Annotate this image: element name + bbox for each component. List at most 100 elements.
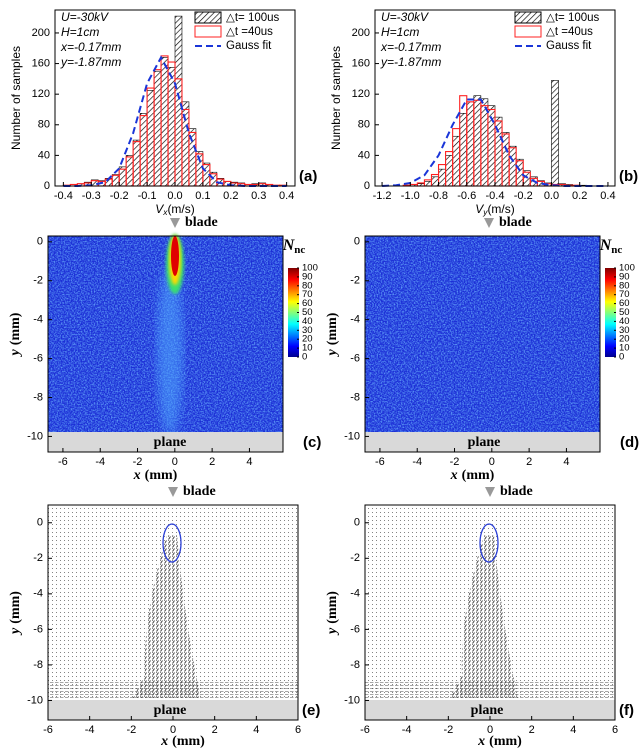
- y-axis-label: Number of samples: [329, 46, 343, 150]
- legend-label: Gauss fit: [226, 40, 272, 52]
- y-tick-label: -4: [350, 588, 360, 600]
- y-tick-label: 160: [352, 57, 370, 69]
- blade-ellipse: [479, 523, 499, 563]
- hatched-bar: [522, 170, 531, 187]
- x-tick-label: -6: [43, 724, 53, 736]
- y-tick-label: 200: [352, 27, 370, 39]
- hatched-bar: [118, 166, 127, 187]
- panel-label: (e): [302, 702, 320, 719]
- x-tick-label: -4: [95, 456, 105, 468]
- y-tick-label: 0: [364, 180, 370, 192]
- x-tick-label: 0.4: [600, 190, 615, 202]
- y-tick-label: -6: [350, 353, 360, 365]
- annotation: U=-30kV: [381, 10, 429, 24]
- colorbar-tick-label: 100: [302, 263, 318, 274]
- y-tick-label: -10: [344, 430, 360, 442]
- hatched-bar: [508, 145, 517, 187]
- xlabel-unit: (mm): [145, 468, 178, 483]
- plane-region: [48, 432, 283, 452]
- colorbar-tick-label: 40: [302, 316, 313, 327]
- x-tick-label: 0: [487, 724, 493, 736]
- hatched-bar: [473, 95, 482, 187]
- xlabel-var: V: [155, 202, 164, 216]
- plot-frame: [364, 235, 601, 453]
- hatched-bar: [111, 174, 120, 187]
- y-tick-label: -10: [344, 694, 360, 706]
- ylabel: y (mm): [325, 591, 340, 636]
- x-tick-label: 2: [212, 724, 218, 736]
- x-tick-label: -0.3: [82, 190, 101, 202]
- colorbar-title-var: N: [599, 237, 613, 254]
- x-tick-label: 4: [253, 724, 259, 736]
- hatched-bar: [174, 15, 183, 187]
- x-tick-label: -0.4: [54, 190, 73, 202]
- annotation: y=-1.87mm: [60, 55, 121, 69]
- xlabel-var: x: [477, 734, 485, 749]
- ylabel: y (mm): [325, 312, 340, 357]
- plane-region: [365, 432, 600, 452]
- x-tick-label: -2: [443, 724, 453, 736]
- hatched-bar: [139, 113, 148, 187]
- heatmap-speckle: [365, 236, 600, 452]
- marker-bottom: plane: [471, 703, 504, 718]
- y-axis-label: Number of samples: [9, 46, 23, 150]
- hatched-bar: [125, 155, 134, 187]
- annotation: x=-0.17mm: [380, 40, 441, 54]
- x-tick-label: -0.6: [457, 190, 476, 202]
- colorbar-title-var: N: [282, 237, 296, 254]
- x-tick-label: -0.2: [110, 190, 129, 202]
- legend-label: △t= 100us: [546, 12, 600, 24]
- hatched-bar: [167, 67, 176, 187]
- colorbar-tick-label: 100: [619, 263, 635, 274]
- hatched-bar: [466, 101, 475, 187]
- hatched-bar: [551, 80, 559, 187]
- ylabel: y (mm): [8, 591, 23, 636]
- annotation: y=-1.87mm: [380, 55, 441, 69]
- annotation: H=1cm: [381, 25, 419, 39]
- x-tick-label: 0.0: [167, 190, 182, 202]
- y-tick-label: 80: [358, 119, 370, 131]
- plot-frame: [47, 235, 284, 453]
- y-tick-label: -4: [33, 588, 43, 600]
- hatched-bar: [452, 135, 461, 187]
- x-tick-label: -6: [58, 456, 68, 468]
- y-tick-label: -8: [33, 659, 43, 671]
- y-tick-label: 120: [32, 88, 50, 100]
- y-tick-label: -2: [33, 275, 43, 287]
- x-tick-label: -0.8: [429, 190, 448, 202]
- colorbar-tick-label: 40: [619, 316, 630, 327]
- colorbar: [605, 268, 616, 357]
- vector-streak: [450, 535, 518, 698]
- x-tick-label: 0.3: [251, 190, 266, 202]
- x-tick-label: 4: [563, 456, 569, 468]
- y-tick-label: 0: [44, 180, 50, 192]
- panel-label: (d): [620, 434, 639, 451]
- panel-label: (c): [303, 434, 321, 451]
- x-tick-label: 4: [246, 456, 252, 468]
- x-tick-label: 2: [526, 456, 532, 468]
- xlabel: Vy(m/s): [475, 202, 515, 217]
- y-tick-label: -6: [350, 623, 360, 635]
- x-tick-label: -0.4: [486, 190, 505, 202]
- colorbar-title: Nnc: [282, 237, 306, 256]
- panel-label: (b): [619, 168, 638, 185]
- y-tick-label: -4: [350, 314, 360, 326]
- y-tick-label: -8: [33, 391, 43, 403]
- hatched-bar: [424, 181, 432, 187]
- x-tick-label: 2: [209, 456, 215, 468]
- hatched-bar: [515, 158, 524, 187]
- ylabel-var: y: [325, 348, 340, 357]
- heatmap-core: [171, 236, 179, 276]
- marker-top: blade: [183, 484, 216, 499]
- colorbar-title-sub: nc: [611, 244, 622, 256]
- x-tick-label: 0.1: [195, 190, 210, 202]
- colorbar-tick-label: 50: [619, 307, 630, 318]
- ylabel-var: y: [8, 348, 23, 357]
- colorbar-tick-label: 30: [619, 325, 630, 336]
- y-tick-label: 40: [358, 149, 370, 161]
- legend-label: Gauss fit: [546, 40, 592, 52]
- x-tick-label: 0: [172, 456, 178, 468]
- y-tick-label: -8: [350, 659, 360, 671]
- x-tick-label: 0.2: [223, 190, 238, 202]
- x-tick-label: -6: [360, 724, 370, 736]
